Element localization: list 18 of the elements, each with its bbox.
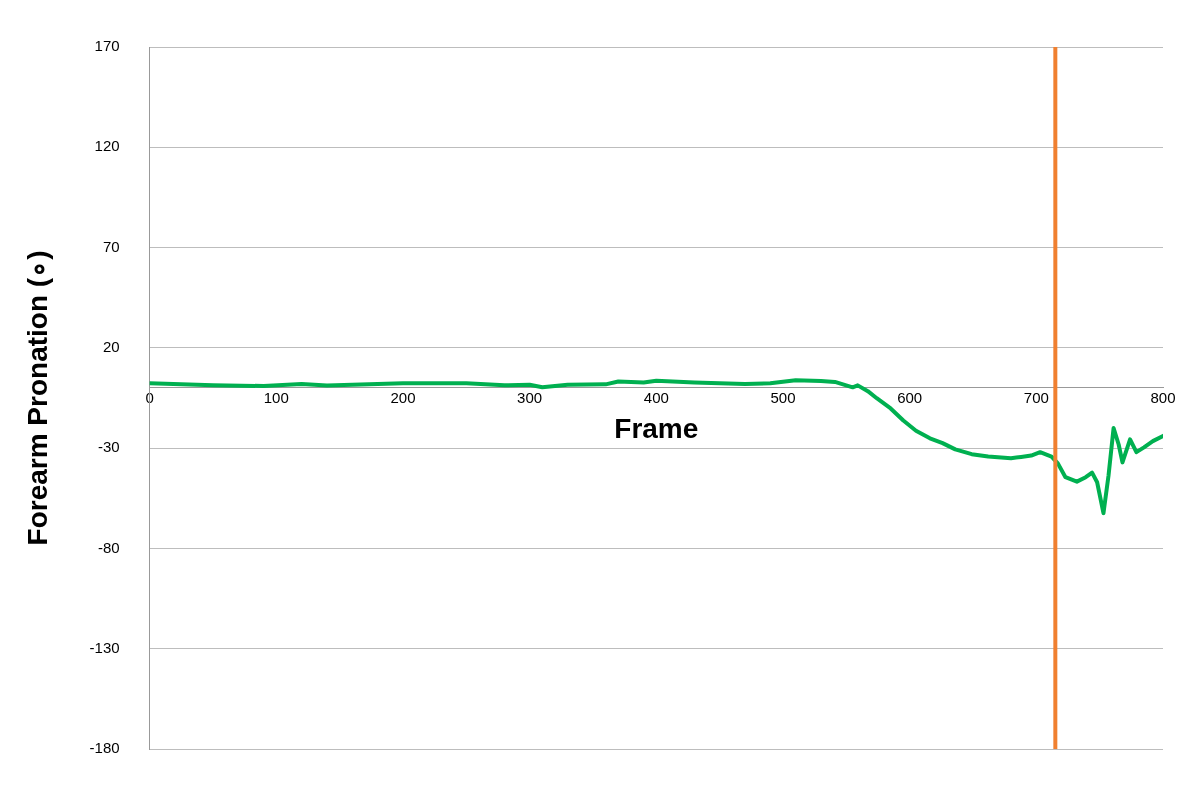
y-tick-label: 120	[94, 137, 120, 155]
y-axis-title: Forearm Pronation (∘)	[21, 250, 53, 546]
y-tick-label: -30	[97, 438, 120, 456]
x-tick-label: 700	[1023, 389, 1049, 407]
y-tick-label: -80	[97, 538, 120, 556]
y-tick-label: 170	[94, 37, 120, 55]
x-tick-label: 500	[770, 389, 796, 407]
x-tick-label: 300	[517, 389, 543, 407]
y-tick-label: -130	[89, 638, 120, 656]
x-tick-label: 800	[1150, 389, 1176, 407]
y-tick-label: 20	[102, 338, 120, 355]
x-tick-label: 400	[643, 389, 669, 407]
x-axis-title: Frame	[614, 413, 699, 445]
x-tick-label: 100	[263, 389, 289, 407]
x-tick-label: 200	[390, 389, 416, 407]
x-tick-label: 600	[897, 389, 923, 407]
y-tick-label: 70	[102, 237, 120, 255]
y-tick-label: -180	[89, 739, 120, 757]
